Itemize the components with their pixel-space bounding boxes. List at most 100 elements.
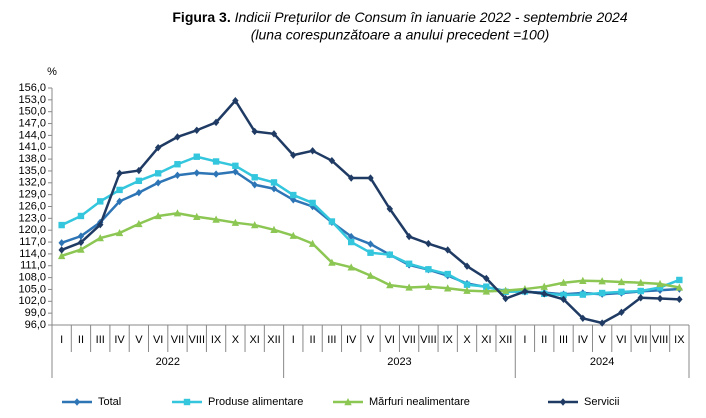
point	[598, 289, 606, 297]
point	[656, 279, 664, 288]
point	[560, 295, 567, 304]
y-axis-label: %	[47, 66, 57, 78]
point	[386, 251, 394, 258]
x-tick-label: I	[292, 334, 295, 346]
x-tick-label: I	[523, 334, 526, 346]
point	[328, 258, 336, 266]
y-tick-label: 108,0	[18, 272, 46, 284]
x-tick-label: III	[559, 334, 568, 346]
point	[289, 231, 297, 239]
point	[483, 283, 490, 290]
y-tick-label: 99,0	[25, 307, 46, 319]
y-tick-label: 147,0	[18, 117, 46, 129]
y-tick-label: 132,0	[18, 177, 46, 189]
point	[463, 262, 471, 270]
point	[290, 151, 297, 159]
point	[154, 179, 162, 187]
point	[598, 319, 606, 327]
x-tick-label: IV	[346, 334, 357, 346]
x-tick-label: II	[541, 334, 547, 346]
point	[116, 197, 123, 206]
legend-label: Servicii	[584, 396, 619, 408]
point	[444, 270, 451, 278]
x-tick-label: X	[463, 334, 471, 346]
point	[366, 271, 375, 279]
point	[77, 245, 85, 253]
y-tick-label: 102,0	[18, 295, 46, 307]
point	[618, 288, 625, 296]
x-tick-label: XI	[249, 334, 259, 346]
x-group-label: 2022	[156, 356, 180, 368]
point	[424, 282, 433, 290]
chart-title-line: Figura 3. Indicii Prețurilor de Consum î…	[172, 9, 627, 25]
point	[57, 251, 66, 260]
point	[270, 185, 278, 193]
x-tick-label: VI	[616, 334, 626, 346]
chart-subtitle: (luna corespunzătoare a anului precedent…	[251, 27, 549, 43]
point	[541, 290, 548, 298]
point	[115, 228, 124, 237]
x-tick-label: IV	[578, 334, 589, 346]
point	[405, 232, 413, 241]
series-line	[61, 99, 680, 325]
x-tick-label: VI	[385, 334, 395, 346]
title-label: Figura 3.	[172, 9, 230, 25]
point	[251, 181, 258, 189]
point	[347, 263, 355, 271]
x-group-label: 2023	[387, 356, 411, 368]
legend-marker	[183, 398, 191, 406]
point	[270, 130, 278, 138]
y-tick-label: 135,0	[18, 165, 46, 177]
point	[154, 143, 162, 152]
point	[193, 212, 201, 220]
point	[560, 291, 567, 299]
point	[656, 294, 664, 303]
point	[618, 308, 625, 317]
point	[174, 161, 181, 168]
point	[58, 239, 65, 247]
point	[116, 186, 123, 194]
point	[212, 158, 220, 165]
point	[154, 211, 162, 220]
point	[675, 283, 684, 291]
point	[193, 169, 200, 177]
point	[193, 153, 200, 160]
point	[676, 276, 683, 284]
point	[386, 205, 394, 213]
x-tick-label: VIII	[189, 334, 206, 346]
x-tick-label: III	[327, 334, 336, 346]
point	[540, 282, 548, 290]
point	[135, 188, 143, 197]
point	[328, 218, 336, 225]
point	[579, 314, 587, 322]
point	[617, 277, 626, 286]
y-tick-label: 153,0	[18, 94, 46, 106]
point	[347, 174, 355, 182]
point	[405, 260, 413, 267]
legend-marker	[559, 398, 567, 406]
x-tick-label: VII	[402, 334, 415, 346]
point	[521, 287, 529, 296]
x-tick-label: V	[598, 334, 606, 346]
legend-label: Mărfuri nealimentare	[369, 396, 470, 408]
x-tick-label: VIII	[652, 334, 669, 346]
point	[656, 284, 664, 291]
point	[135, 177, 143, 185]
y-tick-label: 141,0	[18, 141, 46, 153]
y-tick-label: 114,0	[19, 248, 46, 260]
x-tick-label: VI	[153, 334, 163, 346]
x-tick-label: XI	[481, 334, 491, 346]
y-tick-label: 117,0	[19, 236, 46, 248]
point	[309, 202, 316, 211]
y-tick-label: 96,0	[25, 319, 46, 331]
point	[637, 294, 644, 302]
point	[270, 225, 278, 234]
x-tick-label: III	[96, 334, 105, 346]
x-tick-label: VIII	[420, 334, 437, 346]
point	[97, 198, 104, 205]
point	[173, 209, 182, 217]
point	[58, 221, 65, 229]
point	[676, 295, 683, 304]
point	[386, 281, 394, 289]
